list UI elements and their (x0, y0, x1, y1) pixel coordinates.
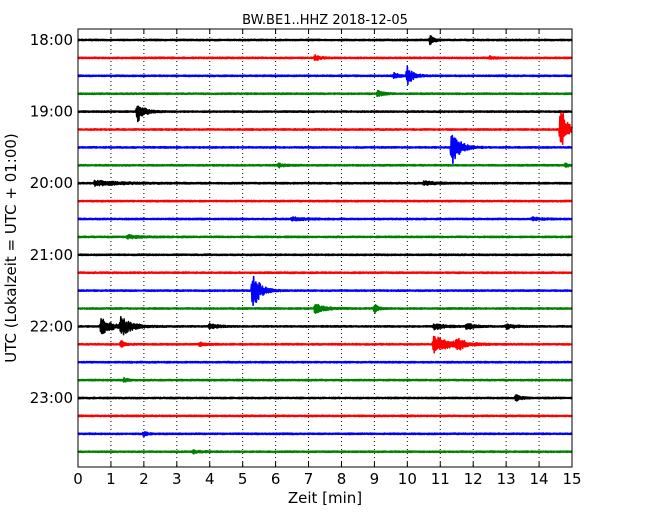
trace-line (77, 216, 573, 222)
trace-line (77, 271, 573, 275)
trace-group (77, 34, 573, 455)
chart-title: BW.BE1..HHZ 2018-12-05 (242, 13, 408, 28)
x-tick-label: 2 (139, 470, 149, 488)
x-tick-label: 15 (562, 470, 581, 488)
x-tick-label: 7 (304, 470, 314, 488)
trace-line (77, 360, 573, 364)
trace-line (77, 394, 573, 402)
x-tick-label: 5 (238, 470, 248, 488)
y-tick-label: 21:00 (30, 246, 73, 264)
trace-line (77, 89, 573, 98)
trace-line (77, 253, 573, 257)
y-axis: 18:00 19:00 20:00 21:00 22:00 23:00 (30, 31, 572, 407)
x-tick-label: 13 (497, 470, 516, 488)
x-axis: 0 1 2 3 4 5 6 7 8 9 10 11 12 13 14 15 (73, 29, 582, 488)
y-tick-label: 18:00 (30, 31, 73, 49)
trace-line (77, 414, 573, 418)
y-tick-label: 22:00 (30, 317, 73, 335)
x-tick-label: 11 (431, 470, 450, 488)
x-tick-label: 12 (464, 470, 483, 488)
x-tick-label: 1 (106, 470, 116, 488)
trace-line (77, 65, 573, 86)
trace-line (77, 234, 573, 240)
trace-line (77, 179, 573, 187)
x-tick-label: 9 (370, 470, 380, 488)
x-tick-label: 8 (337, 470, 347, 488)
x-tick-label: 14 (530, 470, 549, 488)
trace-line (77, 162, 573, 169)
trace-line (77, 199, 573, 203)
y-tick-label: 20:00 (30, 174, 73, 192)
trace-line (77, 376, 573, 383)
x-tick-label: 0 (73, 470, 83, 488)
trace-line (77, 315, 573, 336)
plot-frame (77, 28, 573, 468)
y-axis-label: UTC (Lokalzeit = UTC + 01:00) (2, 133, 20, 363)
trace-line (77, 105, 573, 123)
x-axis-label: Zeit [min] (288, 489, 362, 507)
y-tick-label: 23:00 (30, 389, 73, 407)
trace-line (77, 430, 573, 437)
trace-line (77, 303, 573, 315)
trace-line (77, 449, 573, 455)
x-tick-label: 6 (271, 470, 281, 488)
y-tick-label: 19:00 (30, 103, 73, 121)
x-tick-label: 3 (172, 470, 182, 488)
x-tick-label: 4 (205, 470, 215, 488)
trace-line (77, 275, 573, 307)
trace-line (77, 134, 573, 165)
trace-line (77, 54, 573, 62)
trace-line (77, 34, 573, 46)
trace-line (77, 335, 573, 354)
trace-line (77, 112, 573, 146)
x-tick-label: 10 (398, 470, 417, 488)
